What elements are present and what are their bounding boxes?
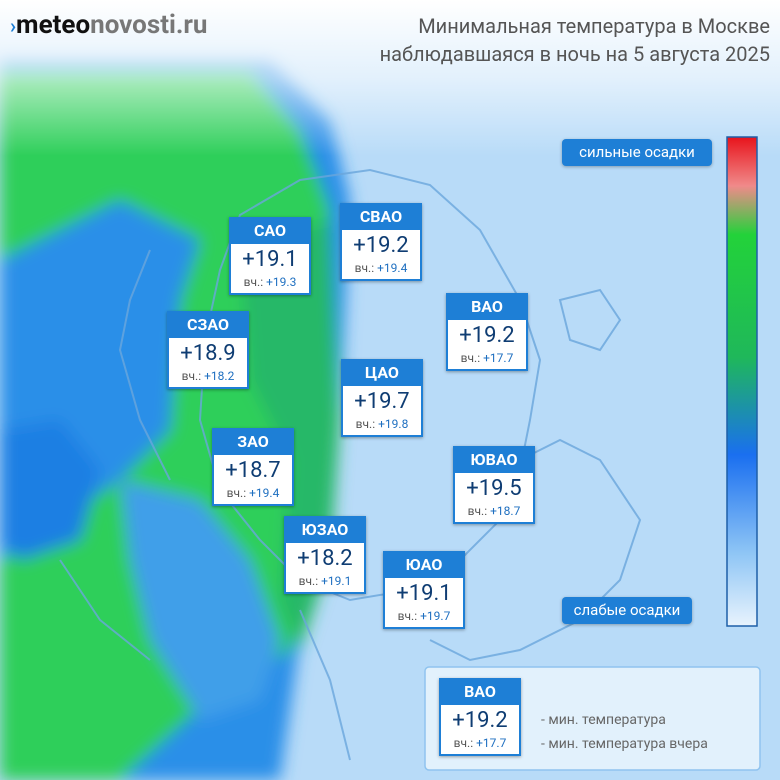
yesterday-temperature: +19.1 [321, 574, 352, 588]
yesterday-label: вч.: [467, 504, 488, 518]
yesterday-temperature: +19.8 [378, 417, 409, 431]
district-box: СЗАО +18.9 вч.: +18.2 [167, 311, 249, 389]
yesterday-row: вч.: +19.1 [286, 573, 364, 589]
yesterday-row: вч.: +17.7 [448, 350, 526, 366]
yesterday-label: вч.: [397, 609, 418, 623]
logo: ›meteonovosti.ru [10, 10, 208, 40]
min-temperature: +19.1 [396, 581, 452, 606]
min-temperature: +19.1 [242, 247, 298, 272]
yesterday-temperature: +19.3 [266, 275, 297, 289]
yesterday-row: вч.: +17.7 [441, 735, 519, 751]
yesterday-label: вч.: [355, 417, 376, 431]
yesterday-row: вч.: +19.3 [231, 274, 309, 290]
district-box: ЮАО +19.1 вч.: +19.7 [383, 551, 465, 629]
yesterday-label: вч.: [354, 261, 375, 275]
title-line: Минимальная температура в Москве [418, 14, 770, 38]
district-name: СЗАО [167, 311, 249, 338]
district-box: ЮЗАО +18.2 вч.: +19.1 [284, 516, 366, 594]
district-name: ВАО [439, 678, 521, 705]
min-temperature: +19.2 [452, 708, 508, 733]
min-temperature: +19.2 [459, 323, 515, 348]
yesterday-row: вч.: +19.7 [385, 608, 463, 624]
district-values: +19.2 вч.: +17.7 [446, 320, 528, 371]
yesterday-label: вч.: [460, 351, 481, 365]
min-temperature: +18.9 [180, 341, 236, 366]
district-box: ЦАО +19.7 вч.: +19.8 [341, 359, 423, 437]
precipitation-scale [726, 136, 758, 627]
yesterday-label: вч.: [298, 574, 319, 588]
yesterday-row: вч.: +18.7 [455, 503, 533, 519]
district-values: +19.7 вч.: +19.8 [341, 386, 423, 437]
district-name: ЗАО [212, 428, 294, 455]
district-name: ЮАО [383, 551, 465, 578]
yesterday-row: вч.: +19.8 [343, 416, 421, 432]
yesterday-label: вч.: [453, 736, 474, 750]
district-name: ВАО [446, 293, 528, 320]
yesterday-temperature: +19.4 [249, 486, 280, 500]
district-values: +18.2 вч.: +19.1 [284, 543, 366, 594]
min-temperature: +19.5 [466, 476, 522, 501]
title-line: наблюдавшаяся в ночь на 5 августа 2025 [380, 42, 770, 66]
district-values: +18.9 вч.: +18.2 [167, 338, 249, 389]
district-name: ЮЗАО [284, 516, 366, 543]
district-box: ВАО +19.2 вч.: +17.7 [446, 293, 528, 371]
district-name: СВАО [340, 203, 422, 230]
district-name: САО [229, 217, 311, 244]
district-box: ВАО +19.2 вч.: +17.7 [439, 678, 521, 756]
min-temperature: +18.2 [297, 546, 353, 571]
yesterday-temperature: +18.2 [204, 369, 235, 383]
yesterday-label: вч.: [226, 486, 247, 500]
district-name: ЦАО [341, 359, 423, 386]
yesterday-temperature: +17.7 [483, 351, 514, 365]
yesterday-row: вч.: +18.2 [169, 368, 247, 384]
district-box: ЗАО +18.7 вч.: +19.4 [212, 428, 294, 506]
district-name: ЮВАО [453, 446, 535, 473]
district-box: САО +19.1 вч.: +19.3 [229, 217, 311, 295]
district-values: +19.1 вч.: +19.7 [383, 578, 465, 629]
yesterday-temperature: +19.7 [420, 609, 451, 623]
district-values: +18.7 вч.: +19.4 [212, 455, 294, 506]
logo-brand: meteo [16, 10, 90, 40]
district-values: +19.5 вч.: +18.7 [453, 473, 535, 524]
scale-top-label: сильные осадки [562, 139, 712, 166]
legend-note: - мин. температура вчера [541, 736, 708, 752]
scale-bottom-label: слабые осадки [562, 597, 692, 624]
yesterday-row: вч.: +19.4 [214, 485, 292, 501]
min-temperature: +19.7 [354, 389, 410, 414]
logo-rest: novosti.ru [90, 10, 207, 40]
yesterday-label: вч.: [243, 275, 264, 289]
legend-note: - мин. температура [541, 712, 666, 728]
district-box: ЮВАО +19.5 вч.: +18.7 [453, 446, 535, 524]
yesterday-label: вч.: [181, 369, 202, 383]
district-values: +19.2 вч.: +17.7 [439, 705, 521, 756]
min-temperature: +19.2 [353, 233, 409, 258]
yesterday-temperature: +19.4 [377, 261, 408, 275]
yesterday-temperature: +17.7 [476, 736, 507, 750]
yesterday-temperature: +18.7 [490, 504, 521, 518]
yesterday-row: вч.: +19.4 [342, 260, 420, 276]
district-values: +19.1 вч.: +19.3 [229, 244, 311, 295]
district-box: СВАО +19.2 вч.: +19.4 [340, 203, 422, 281]
min-temperature: +18.7 [225, 458, 281, 483]
district-values: +19.2 вч.: +19.4 [340, 230, 422, 281]
